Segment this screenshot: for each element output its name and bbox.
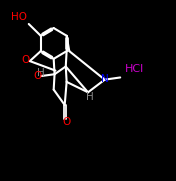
Text: N: N <box>101 74 109 84</box>
Text: HCl: HCl <box>125 64 144 74</box>
Text: HO: HO <box>11 12 27 22</box>
Text: H: H <box>86 92 94 102</box>
Text: H: H <box>37 68 45 78</box>
Text: O: O <box>21 55 30 65</box>
Text: O: O <box>62 117 71 127</box>
Text: O: O <box>34 71 42 81</box>
